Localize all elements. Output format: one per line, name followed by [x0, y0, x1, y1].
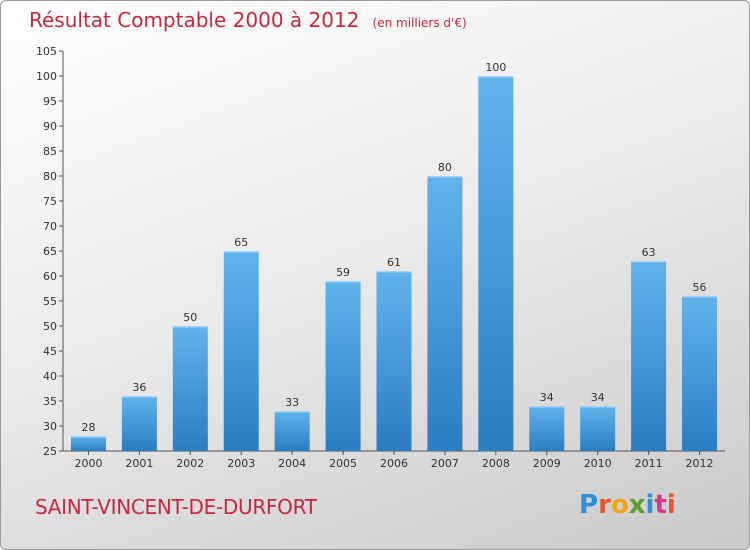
y-tick-label: 45: [43, 345, 57, 358]
bar-2005: [325, 281, 361, 451]
bar-2008: [478, 76, 514, 451]
bar-highlight: [223, 251, 259, 253]
bar-highlight: [427, 176, 463, 178]
bar-2006: [376, 271, 412, 451]
logo-letter: P: [579, 490, 599, 520]
value-label: 56: [693, 281, 707, 294]
x-tick-label: 2000: [74, 457, 102, 470]
value-label: 100: [485, 61, 506, 74]
bar-2010: [580, 406, 616, 451]
bar-2009: [529, 406, 565, 451]
bar-highlight: [172, 326, 208, 328]
place-name: SAINT-VINCENT-DE-DURFORT: [35, 495, 317, 519]
logo-letter: i: [645, 490, 655, 520]
bar-2002: [172, 326, 208, 451]
bar-2011: [631, 261, 667, 451]
logo-letter: x: [628, 490, 646, 520]
bar-highlight: [529, 406, 565, 408]
bar-highlight: [478, 76, 514, 78]
y-tick-label: 30: [43, 420, 57, 433]
bar-2003: [223, 251, 259, 451]
chart-title: Résultat Comptable 2000 à 2012: [29, 8, 360, 32]
x-tick-label: 2004: [278, 457, 306, 470]
bar-highlight: [631, 261, 667, 263]
value-label: 28: [81, 421, 95, 434]
labels: 28 2000 36 2001 50 2002 65 2003 33 2004 59 2005 61 20…: [74, 61, 713, 470]
y-tick-label: 100: [36, 70, 57, 83]
bar-2007: [427, 176, 463, 451]
x-tick-label: 2003: [227, 457, 255, 470]
bar-2012: [682, 296, 718, 451]
y-tick-label: 85: [43, 145, 57, 158]
value-label: 36: [132, 381, 146, 394]
x-tick-label: 2012: [686, 457, 714, 470]
bar-highlight: [376, 271, 412, 273]
bar-highlight: [274, 411, 310, 413]
y-tick-label: 105: [36, 45, 57, 58]
x-tick-label: 2009: [533, 457, 561, 470]
x-tick-label: 2010: [584, 457, 612, 470]
y-tick-label: 80: [43, 170, 57, 183]
y-tick-label: 70: [43, 220, 57, 233]
y-tick-label: 55: [43, 295, 57, 308]
bar-2004: [274, 411, 310, 451]
logo-letter: o: [610, 490, 629, 520]
x-tick-label: 2006: [380, 457, 408, 470]
value-label: 61: [387, 256, 401, 269]
y-tick-label: 60: [43, 270, 57, 283]
value-label: 33: [285, 396, 299, 409]
bar-highlight: [121, 396, 157, 398]
chart-subtitle: (en milliers d'€): [372, 16, 467, 30]
logo-letter: r: [598, 490, 611, 520]
x-tick-label: 2001: [125, 457, 153, 470]
proxiti-logo: Proxiti: [579, 490, 676, 520]
bar-highlight: [682, 296, 718, 298]
bar-highlight: [325, 281, 361, 283]
bar-highlight: [580, 406, 616, 408]
y-tick-label: 75: [43, 195, 57, 208]
bar-highlight: [70, 436, 106, 438]
value-label: 59: [336, 266, 350, 279]
logo-letter: i: [666, 490, 676, 520]
value-label: 34: [540, 391, 554, 404]
y-tick-label: 40: [43, 370, 57, 383]
x-tick-label: 2005: [329, 457, 357, 470]
x-tick-label: 2007: [431, 457, 459, 470]
logo-letter: t: [654, 490, 667, 520]
title-row: Résultat Comptable 2000 à 2012 (en milli…: [29, 8, 467, 32]
x-tick-label: 2011: [635, 457, 663, 470]
bar-2001: [121, 396, 157, 451]
value-label: 63: [642, 246, 656, 259]
y-tick-label: 35: [43, 395, 57, 408]
x-tick-label: 2002: [176, 457, 204, 470]
value-label: 34: [591, 391, 605, 404]
y-tick-label: 90: [43, 120, 57, 133]
y-tick-label: 95: [43, 95, 57, 108]
y-tick-label: 65: [43, 245, 57, 258]
bars: [70, 76, 718, 451]
x-tick-label: 2008: [482, 457, 510, 470]
y-tick-label: 25: [43, 445, 57, 458]
value-label: 50: [183, 311, 197, 324]
y-tick-label: 50: [43, 320, 57, 333]
axes: 25 30 35 40 45 50 55 60 65 70 75 80 85 90 95 100 105: [36, 45, 725, 458]
bar-2000: [70, 436, 106, 451]
value-label: 65: [234, 236, 248, 249]
value-label: 80: [438, 161, 452, 174]
